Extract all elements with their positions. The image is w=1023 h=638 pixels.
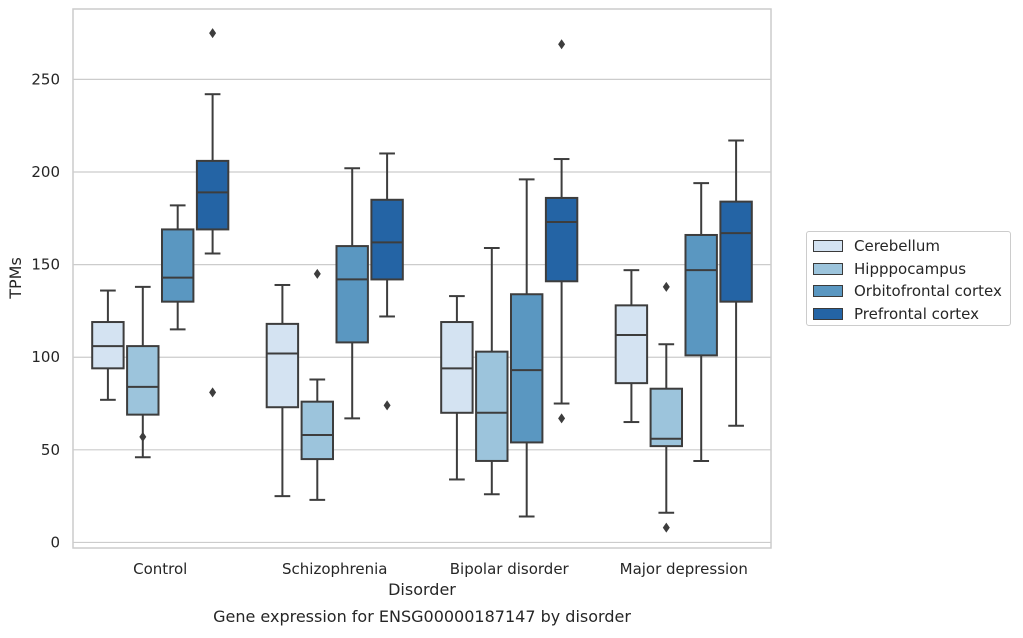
legend-item: Hipppocampus [813,258,1010,281]
box-prefrontal-cortex-bipolar-disorder [544,39,579,424]
legend-item: Prefrontal cortex [813,303,1010,326]
box-body [126,345,160,416]
plot-frame [72,8,772,549]
box-cerebellum-schizophrenia [265,283,300,498]
y-tick-label: 50 [41,441,60,459]
legend-item: Cerebellum [813,235,1010,258]
y-tick-label: 150 [31,256,60,274]
chart-legend: Cerebellum Hipppocampus Orbitofrontal cort… [806,231,1011,326]
outlier-point [209,387,217,398]
legend-item: Orbitofrontal cortex [813,280,1010,303]
box-body [544,196,579,283]
chart-title: Gene expression for ENSG00000187147 by d… [213,607,631,626]
legend-swatch [813,240,843,253]
legend-swatch [813,285,843,298]
box-prefrontal-cortex-control [195,28,230,398]
box-body [649,387,684,448]
box-body [614,304,649,385]
outlier-point [209,28,217,39]
box-body [475,350,509,462]
x-tick-label: Control [133,560,187,578]
y-tick-label: 200 [31,163,60,181]
box-body [300,400,335,461]
box-hipppocampus-schizophrenia [300,268,335,501]
box-body [195,159,230,231]
legend-label: Orbitofrontal cortex [854,282,1002,301]
box-body [335,245,369,344]
outlier-point [662,522,670,533]
box-cerebellum-control [91,289,125,401]
box-body [265,322,300,409]
legend-swatch [813,307,843,320]
box-body [509,293,544,444]
box-body [684,233,718,357]
y-tick-label: 250 [31,70,60,88]
box-hipppocampus-control [126,285,160,459]
box-prefrontal-cortex-schizophrenia [370,152,404,411]
outlier-point [383,400,391,411]
legend-label: Hipppocampus [854,259,967,278]
outlier-point [662,281,670,292]
box-orbitofrontal-cortex-major-depression [684,182,718,462]
outlier-point [558,413,566,424]
box-cerebellum-bipolar-disorder [440,295,474,481]
x-tick-label: Schizophrenia [282,560,387,578]
box-hipppocampus-major-depression [649,281,684,533]
box-prefrontal-cortex-major-depression [719,139,753,427]
x-axis-title: Disorder [388,580,456,599]
box-body [370,198,404,281]
box-body [160,228,195,303]
x-tick-label: Major depression [620,560,748,578]
legend-label: Cerebellum [854,237,940,256]
outlier-point [313,268,321,279]
outlier-point [139,431,147,442]
y-tick-label: 0 [50,533,60,551]
box-cerebellum-major-depression [614,269,649,424]
outlier-point [558,39,566,50]
box-orbitofrontal-cortex-bipolar-disorder [509,178,544,518]
y-tick-label: 100 [31,348,60,366]
legend-label: Prefrontal cortex [854,304,979,323]
y-axis-title: TPMs [6,257,25,300]
x-tick-label: Bipolar disorder [450,560,570,578]
legend-swatch [813,262,843,275]
box-orbitofrontal-cortex-control [160,204,195,331]
box-orbitofrontal-cortex-schizophrenia [335,167,369,420]
box-hipppocampus-bipolar-disorder [475,246,509,496]
box-body [719,200,753,303]
